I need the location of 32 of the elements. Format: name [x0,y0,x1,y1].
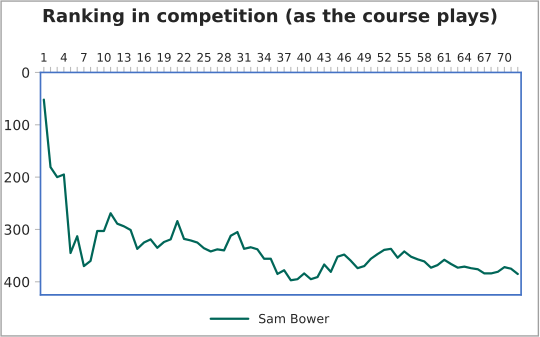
y-tick-label: 300 [4,224,30,235]
x-tick-label: 22 [177,52,190,62]
y-tick-label: 100 [5,120,30,130]
x-tick-label: 34 [258,52,271,62]
x-tick-label: 37 [278,52,291,62]
y-tick-label: 200 [4,172,30,183]
x-tick-label: 1 [41,53,47,62]
x-tick-label: 70 [498,52,512,62]
x-tick-label: 64 [458,52,472,62]
legend-label: Sam Bower [259,314,330,324]
x-tick-label: 31 [237,52,251,62]
x-tick-label: 52 [378,52,391,62]
x-tick-label: 13 [118,52,130,62]
x-tick-label: 4 [60,53,67,62]
line-series [42,98,519,282]
x-tick-label: 16 [138,52,151,62]
x-tick-label: 55 [398,53,411,62]
x-tick-label: 40 [297,52,311,62]
y-tick-label: 400 [4,276,30,288]
x-tick-label: 67 [478,52,491,62]
x-tick-label: 46 [337,52,351,62]
x-tick-label: 61 [438,52,451,62]
x-tick-label: 19 [158,52,171,62]
x-tick-label: 28 [217,52,231,62]
chart-title: Ranking in competition (as the course plays) [44,8,496,26]
x-tick-label: 25 [197,52,211,62]
y-tick-label: 0 [22,67,30,78]
x-tick-label: 7 [81,53,87,62]
x-tick-label: 43 [317,52,331,62]
x-tick-label: 58 [418,52,432,62]
x-tick-label: 49 [357,52,371,62]
x-tick-label: 10 [98,52,111,62]
